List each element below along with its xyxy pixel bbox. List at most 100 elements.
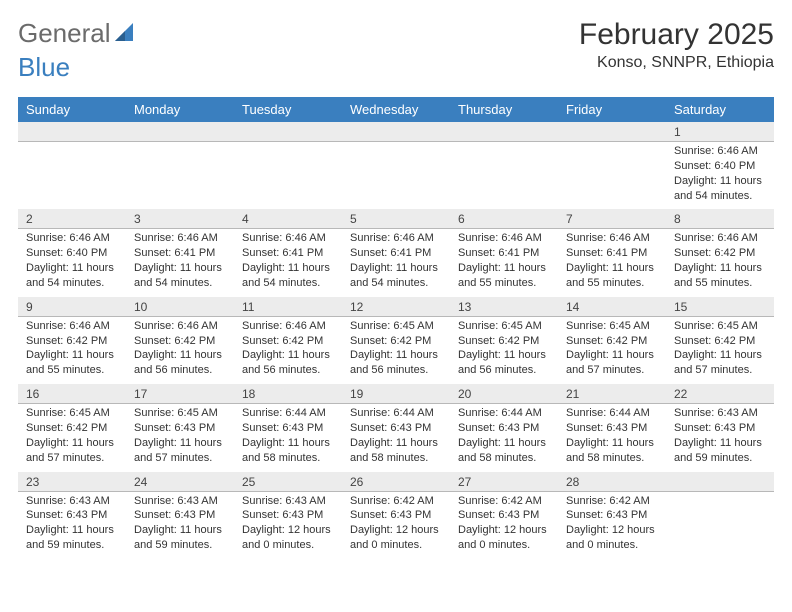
day-number: 12 <box>342 297 450 316</box>
day-cell: Sunrise: 6:43 AMSunset: 6:43 PMDaylight:… <box>234 492 342 559</box>
day-cell: Sunrise: 6:45 AMSunset: 6:42 PMDaylight:… <box>666 317 774 384</box>
sunset-text: Sunset: 6:43 PM <box>350 421 442 436</box>
sunrise-text: Sunrise: 6:44 AM <box>566 406 658 421</box>
sunset-text: Sunset: 6:43 PM <box>134 421 226 436</box>
week-number-row: 2345678 <box>18 209 774 229</box>
day-header: Wednesday <box>342 97 450 122</box>
day-number: 21 <box>558 384 666 403</box>
sunset-text: Sunset: 6:42 PM <box>674 246 766 261</box>
sunrise-text: Sunrise: 6:46 AM <box>134 231 226 246</box>
sunrise-text: Sunrise: 6:45 AM <box>134 406 226 421</box>
day-cell: Sunrise: 6:46 AMSunset: 6:41 PMDaylight:… <box>234 229 342 296</box>
sunset-text: Sunset: 6:40 PM <box>674 159 766 174</box>
day-cell: Sunrise: 6:46 AMSunset: 6:40 PMDaylight:… <box>666 142 774 209</box>
week-data-row: Sunrise: 6:43 AMSunset: 6:43 PMDaylight:… <box>18 492 774 559</box>
day-cell <box>558 142 666 209</box>
daylight-text: Daylight: 11 hours and 59 minutes. <box>26 523 118 553</box>
week-number-row: 1 <box>18 122 774 142</box>
week-number-row: 232425262728 <box>18 472 774 492</box>
day-cell: Sunrise: 6:43 AMSunset: 6:43 PMDaylight:… <box>18 492 126 559</box>
calendar-day-headers: Sunday Monday Tuesday Wednesday Thursday… <box>18 97 774 122</box>
day-number: 26 <box>342 472 450 491</box>
daylight-text: Daylight: 12 hours and 0 minutes. <box>350 523 442 553</box>
sunset-text: Sunset: 6:42 PM <box>26 334 118 349</box>
daylight-text: Daylight: 11 hours and 54 minutes. <box>242 261 334 291</box>
sunset-text: Sunset: 6:43 PM <box>26 508 118 523</box>
day-number: 24 <box>126 472 234 491</box>
sunrise-text: Sunrise: 6:46 AM <box>566 231 658 246</box>
day-number: 28 <box>558 472 666 491</box>
daylight-text: Daylight: 11 hours and 57 minutes. <box>674 348 766 378</box>
sunset-text: Sunset: 6:42 PM <box>350 334 442 349</box>
sunrise-text: Sunrise: 6:46 AM <box>26 231 118 246</box>
day-cell <box>342 142 450 209</box>
day-number: 14 <box>558 297 666 316</box>
day-cell: Sunrise: 6:45 AMSunset: 6:42 PMDaylight:… <box>18 404 126 471</box>
day-number: 13 <box>450 297 558 316</box>
day-number: 19 <box>342 384 450 403</box>
day-cell: Sunrise: 6:46 AMSunset: 6:40 PMDaylight:… <box>18 229 126 296</box>
sunset-text: Sunset: 6:42 PM <box>134 334 226 349</box>
week-number-row: 9101112131415 <box>18 297 774 317</box>
day-number: 11 <box>234 297 342 316</box>
daylight-text: Daylight: 11 hours and 54 minutes. <box>134 261 226 291</box>
day-number <box>558 122 666 141</box>
day-number: 16 <box>18 384 126 403</box>
day-number: 8 <box>666 209 774 228</box>
sunrise-text: Sunrise: 6:45 AM <box>674 319 766 334</box>
daylight-text: Daylight: 11 hours and 55 minutes. <box>26 348 118 378</box>
daylight-text: Daylight: 11 hours and 56 minutes. <box>242 348 334 378</box>
day-number: 1 <box>666 122 774 141</box>
day-cell: Sunrise: 6:46 AMSunset: 6:42 PMDaylight:… <box>126 317 234 384</box>
day-cell: Sunrise: 6:42 AMSunset: 6:43 PMDaylight:… <box>450 492 558 559</box>
day-number: 23 <box>18 472 126 491</box>
day-header: Saturday <box>666 97 774 122</box>
day-number: 17 <box>126 384 234 403</box>
day-header: Sunday <box>18 97 126 122</box>
sunset-text: Sunset: 6:41 PM <box>458 246 550 261</box>
sunset-text: Sunset: 6:41 PM <box>350 246 442 261</box>
day-cell: Sunrise: 6:42 AMSunset: 6:43 PMDaylight:… <box>558 492 666 559</box>
day-cell: Sunrise: 6:46 AMSunset: 6:42 PMDaylight:… <box>234 317 342 384</box>
sunrise-text: Sunrise: 6:43 AM <box>242 494 334 509</box>
day-cell: Sunrise: 6:46 AMSunset: 6:42 PMDaylight:… <box>18 317 126 384</box>
day-cell: Sunrise: 6:44 AMSunset: 6:43 PMDaylight:… <box>450 404 558 471</box>
sunrise-text: Sunrise: 6:43 AM <box>674 406 766 421</box>
day-cell: Sunrise: 6:42 AMSunset: 6:43 PMDaylight:… <box>342 492 450 559</box>
day-cell <box>234 142 342 209</box>
sunrise-text: Sunrise: 6:42 AM <box>350 494 442 509</box>
sunrise-text: Sunrise: 6:46 AM <box>350 231 442 246</box>
day-cell: Sunrise: 6:44 AMSunset: 6:43 PMDaylight:… <box>342 404 450 471</box>
day-number: 15 <box>666 297 774 316</box>
sunrise-text: Sunrise: 6:45 AM <box>458 319 550 334</box>
day-cell <box>666 492 774 559</box>
daylight-text: Daylight: 12 hours and 0 minutes. <box>566 523 658 553</box>
week-data-row: Sunrise: 6:46 AMSunset: 6:40 PMDaylight:… <box>18 142 774 209</box>
day-cell: Sunrise: 6:45 AMSunset: 6:42 PMDaylight:… <box>558 317 666 384</box>
daylight-text: Daylight: 11 hours and 55 minutes. <box>566 261 658 291</box>
day-cell: Sunrise: 6:45 AMSunset: 6:42 PMDaylight:… <box>450 317 558 384</box>
sunset-text: Sunset: 6:42 PM <box>26 421 118 436</box>
day-number <box>126 122 234 141</box>
day-cell: Sunrise: 6:46 AMSunset: 6:41 PMDaylight:… <box>126 229 234 296</box>
day-header: Friday <box>558 97 666 122</box>
sunset-text: Sunset: 6:41 PM <box>566 246 658 261</box>
sunrise-text: Sunrise: 6:46 AM <box>674 144 766 159</box>
daylight-text: Daylight: 11 hours and 54 minutes. <box>26 261 118 291</box>
week-number-row: 16171819202122 <box>18 384 774 404</box>
daylight-text: Daylight: 11 hours and 56 minutes. <box>458 348 550 378</box>
title-block: February 2025 Konso, SNNPR, Ethiopia <box>579 18 774 72</box>
sunrise-text: Sunrise: 6:43 AM <box>134 494 226 509</box>
sunset-text: Sunset: 6:43 PM <box>134 508 226 523</box>
day-number: 6 <box>450 209 558 228</box>
sunrise-text: Sunrise: 6:43 AM <box>26 494 118 509</box>
sunrise-text: Sunrise: 6:46 AM <box>26 319 118 334</box>
sunrise-text: Sunrise: 6:42 AM <box>566 494 658 509</box>
sunset-text: Sunset: 6:42 PM <box>242 334 334 349</box>
logo-word1: General <box>18 18 111 49</box>
sunset-text: Sunset: 6:42 PM <box>566 334 658 349</box>
calendar-body: 1Sunrise: 6:46 AMSunset: 6:40 PMDaylight… <box>18 122 774 559</box>
daylight-text: Daylight: 11 hours and 57 minutes. <box>566 348 658 378</box>
day-header: Monday <box>126 97 234 122</box>
sunrise-text: Sunrise: 6:44 AM <box>350 406 442 421</box>
